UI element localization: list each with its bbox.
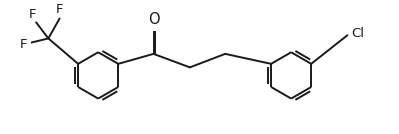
Text: F: F [56,3,63,16]
Text: Cl: Cl [351,27,364,40]
Text: F: F [28,8,36,21]
Text: O: O [148,12,160,27]
Text: F: F [20,38,28,51]
